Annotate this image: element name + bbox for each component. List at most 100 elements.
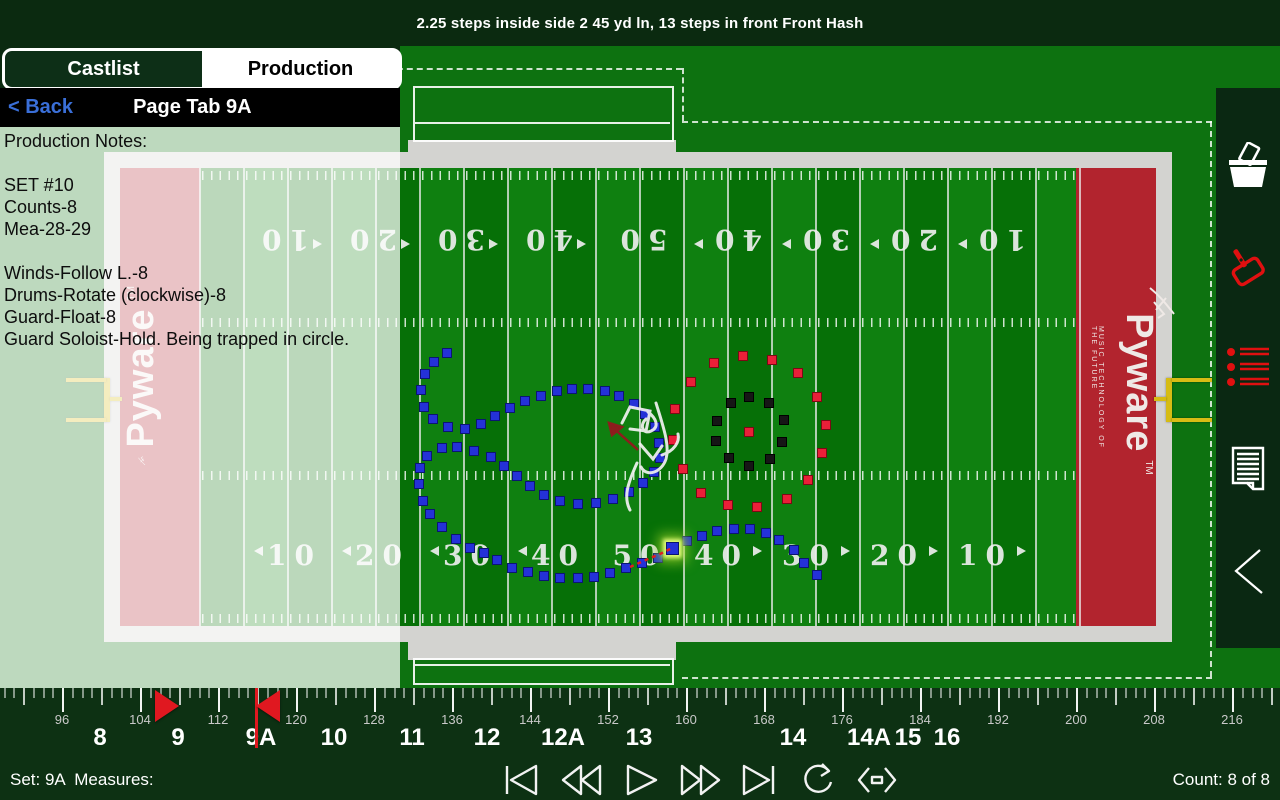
performer-dot-black[interactable] xyxy=(744,392,754,402)
page-tab-label[interactable]: 15 xyxy=(894,724,922,751)
loop-button[interactable] xyxy=(795,760,841,800)
performer-dot-blue[interactable] xyxy=(567,384,577,394)
performer-dot-blue[interactable] xyxy=(492,555,502,565)
page-tab-label[interactable]: 16 xyxy=(933,724,961,751)
performer-dot-blue[interactable] xyxy=(451,534,461,544)
performer-dot-red[interactable] xyxy=(678,464,688,474)
performer-dot-blue[interactable] xyxy=(774,535,784,545)
performer-dot-black[interactable] xyxy=(726,398,736,408)
performer-dot-blue[interactable] xyxy=(429,357,439,367)
performer-dot-blue[interactable] xyxy=(789,545,799,555)
page-tab-label[interactable]: 12A xyxy=(540,724,586,751)
notes-document-button[interactable] xyxy=(1224,445,1272,493)
page-tab-label[interactable]: 8 xyxy=(93,724,107,751)
play-button[interactable] xyxy=(618,760,664,800)
collapse-panel-button[interactable] xyxy=(1224,546,1272,594)
performer-dot-blue[interactable] xyxy=(573,499,583,509)
performer-dot-red[interactable] xyxy=(709,358,719,368)
performer-dot-blue[interactable] xyxy=(583,384,593,394)
performer-dot-blue[interactable] xyxy=(499,461,509,471)
performer-dot-blue[interactable] xyxy=(589,572,599,582)
performer-dot-blue[interactable] xyxy=(437,443,447,453)
performer-dot-red[interactable] xyxy=(821,420,831,430)
drill-basket-button[interactable] xyxy=(1224,141,1272,190)
back-button[interactable]: < Back xyxy=(8,96,74,118)
page-tab-label[interactable]: 14 xyxy=(779,724,807,751)
performer-dot-red[interactable] xyxy=(686,377,696,387)
timeline-ruler[interactable]: 96 104 112 120 128 136 144 152 160 168 176 184 192 20… xyxy=(0,688,1280,760)
selected-performer-dot[interactable] xyxy=(666,542,679,555)
performer-dot-blue[interactable] xyxy=(479,548,489,558)
performer-dot-red[interactable] xyxy=(812,392,822,402)
performer-dot-blue[interactable] xyxy=(536,391,546,401)
performer-dot-blue[interactable] xyxy=(476,419,486,429)
tab-castlist[interactable]: Castlist xyxy=(5,51,202,87)
range-start-marker[interactable] xyxy=(155,690,179,722)
production-notes-text[interactable]: Production Notes: SET #10 Counts-8 Mea-2… xyxy=(4,131,350,349)
count-range-button[interactable] xyxy=(854,760,900,800)
skip-to-end-button[interactable] xyxy=(736,760,782,800)
performer-dot-blue[interactable] xyxy=(460,424,470,434)
performer-dot-black[interactable] xyxy=(711,436,721,446)
performer-dot-black[interactable] xyxy=(764,398,774,408)
performer-dot-blue[interactable] xyxy=(414,479,424,489)
performer-dot-blue[interactable] xyxy=(600,386,610,396)
performer-dot-blue[interactable] xyxy=(638,478,648,488)
performer-dot-blue[interactable] xyxy=(416,385,426,395)
performer-dot-blue[interactable] xyxy=(507,563,517,573)
performer-dot-red[interactable] xyxy=(744,427,754,437)
performer-dot-blue[interactable] xyxy=(512,471,522,481)
performer-dot-blue[interactable] xyxy=(555,573,565,583)
performer-dot-red[interactable] xyxy=(752,502,762,512)
performer-dot-blue[interactable] xyxy=(729,524,739,534)
performer-dot-blue[interactable] xyxy=(523,567,533,577)
performer-dot-black[interactable] xyxy=(779,415,789,425)
performer-dot-blue[interactable] xyxy=(812,570,822,580)
page-tab-label[interactable]: 12 xyxy=(473,724,501,751)
performer-dot-blue[interactable] xyxy=(555,496,565,506)
page-tab-label[interactable]: 13 xyxy=(625,724,653,751)
performer-dot-red[interactable] xyxy=(723,500,733,510)
tab-production[interactable]: Production xyxy=(202,51,399,87)
performer-dot-blue[interactable] xyxy=(415,463,425,473)
performer-dot-blue[interactable] xyxy=(425,509,435,519)
performer-dot-blue[interactable] xyxy=(525,481,535,491)
rewind-button[interactable] xyxy=(559,760,605,800)
performer-dot-blue[interactable] xyxy=(486,452,496,462)
performer-dot-red[interactable] xyxy=(696,488,706,498)
performer-dot-red[interactable] xyxy=(782,494,792,504)
performer-dot-red[interactable] xyxy=(670,404,680,414)
performer-dot-black[interactable] xyxy=(777,437,787,447)
performer-dot-blue[interactable] xyxy=(420,369,430,379)
performer-dot-blue[interactable] xyxy=(505,403,515,413)
performer-dot-blue[interactable] xyxy=(799,558,809,568)
performer-dot-black[interactable] xyxy=(712,416,722,426)
performer-dot-blue[interactable] xyxy=(442,348,452,358)
performer-dot-red[interactable] xyxy=(817,448,827,458)
performer-dot-blue[interactable] xyxy=(745,524,755,534)
performer-dot-blue[interactable] xyxy=(761,528,771,538)
performer-dot-blue[interactable] xyxy=(591,498,601,508)
performer-dot-red[interactable] xyxy=(803,475,813,485)
performer-dot-blue[interactable] xyxy=(539,490,549,500)
page-tab-label[interactable]: 9A xyxy=(245,724,277,751)
performer-dot-blue[interactable] xyxy=(539,571,549,581)
performer-dot-blue[interactable] xyxy=(605,568,615,578)
skip-to-start-button[interactable] xyxy=(500,760,546,800)
performer-dot-blue[interactable] xyxy=(712,526,722,536)
performer-dot-blue[interactable] xyxy=(608,494,618,504)
performer-dot-red[interactable] xyxy=(793,368,803,378)
page-tab-label[interactable]: 14A xyxy=(846,724,892,751)
performer-dot-blue[interactable] xyxy=(697,531,707,541)
performer-dot-blue[interactable] xyxy=(452,442,462,452)
performer-dot-blue[interactable] xyxy=(520,396,530,406)
performer-dot-blue[interactable] xyxy=(682,536,692,546)
performer-dot-blue[interactable] xyxy=(422,451,432,461)
performer-dot-blue[interactable] xyxy=(443,422,453,432)
performer-dot-blue[interactable] xyxy=(428,414,438,424)
performer-dot-blue[interactable] xyxy=(552,386,562,396)
performer-dot-blue[interactable] xyxy=(465,543,475,553)
performer-dot-black[interactable] xyxy=(744,461,754,471)
performer-dot-black[interactable] xyxy=(724,453,734,463)
performer-dot-blue[interactable] xyxy=(469,446,479,456)
